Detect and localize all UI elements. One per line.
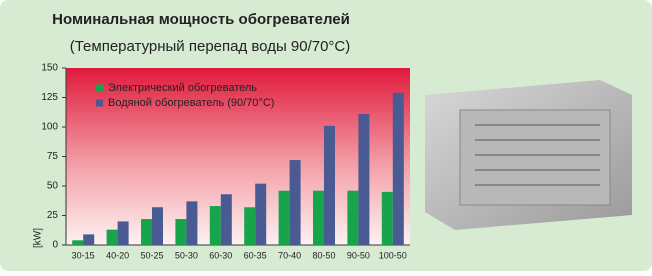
chart: Номинальная мощность обогревателей (Темп… bbox=[0, 0, 652, 271]
legend-swatch bbox=[96, 85, 103, 92]
bar bbox=[175, 219, 186, 245]
x-tick-label: 60-35 bbox=[244, 250, 267, 260]
legend-label: Водяной обогреватель (90/70°C) bbox=[108, 97, 274, 109]
chart-subtitle: (Температурный перепад воды 90/70°C) bbox=[70, 38, 351, 55]
bar bbox=[393, 93, 404, 245]
x-tick-label: 50-30 bbox=[175, 250, 198, 260]
x-tick-label: 90-50 bbox=[347, 250, 370, 260]
y-tick-label: 75 bbox=[47, 151, 59, 162]
y-tick-label: 25 bbox=[47, 210, 59, 221]
legend-swatch bbox=[96, 100, 103, 107]
x-tick-label: 100-50 bbox=[379, 250, 407, 260]
legend-label: Электрический обогреватель bbox=[108, 82, 257, 94]
y-tick-label: 0 bbox=[52, 240, 58, 251]
bar bbox=[347, 191, 358, 245]
x-tick-label: 50-25 bbox=[140, 250, 163, 260]
x-tick-label: 60-30 bbox=[209, 250, 232, 260]
bar bbox=[83, 234, 94, 245]
bar bbox=[255, 184, 266, 245]
bar bbox=[186, 201, 197, 245]
bar bbox=[358, 114, 369, 245]
y-tick-label: 100 bbox=[41, 122, 58, 133]
heater-image bbox=[425, 80, 632, 230]
bar bbox=[244, 207, 255, 245]
chart-title: Номинальная мощность обогревателей bbox=[52, 11, 350, 28]
y-tick-label: 50 bbox=[47, 181, 59, 192]
bar bbox=[118, 221, 129, 245]
bar bbox=[382, 192, 393, 245]
bar bbox=[141, 219, 152, 245]
bar bbox=[290, 160, 301, 245]
x-tick-label: 30-15 bbox=[72, 250, 95, 260]
bar bbox=[152, 207, 163, 245]
bar bbox=[107, 230, 118, 245]
y-tick-label: 150 bbox=[41, 63, 58, 74]
bar bbox=[279, 191, 290, 245]
x-tick-label: 40-20 bbox=[106, 250, 129, 260]
bar bbox=[313, 191, 324, 245]
y-tick-label: 125 bbox=[41, 92, 58, 103]
x-tick-label: 80-50 bbox=[312, 250, 335, 260]
bar bbox=[210, 206, 221, 245]
bar bbox=[72, 240, 83, 245]
x-tick-label: 70-40 bbox=[278, 250, 301, 260]
y-axis-label: [kW] bbox=[33, 228, 44, 248]
bar bbox=[221, 194, 232, 245]
bar bbox=[324, 126, 335, 245]
